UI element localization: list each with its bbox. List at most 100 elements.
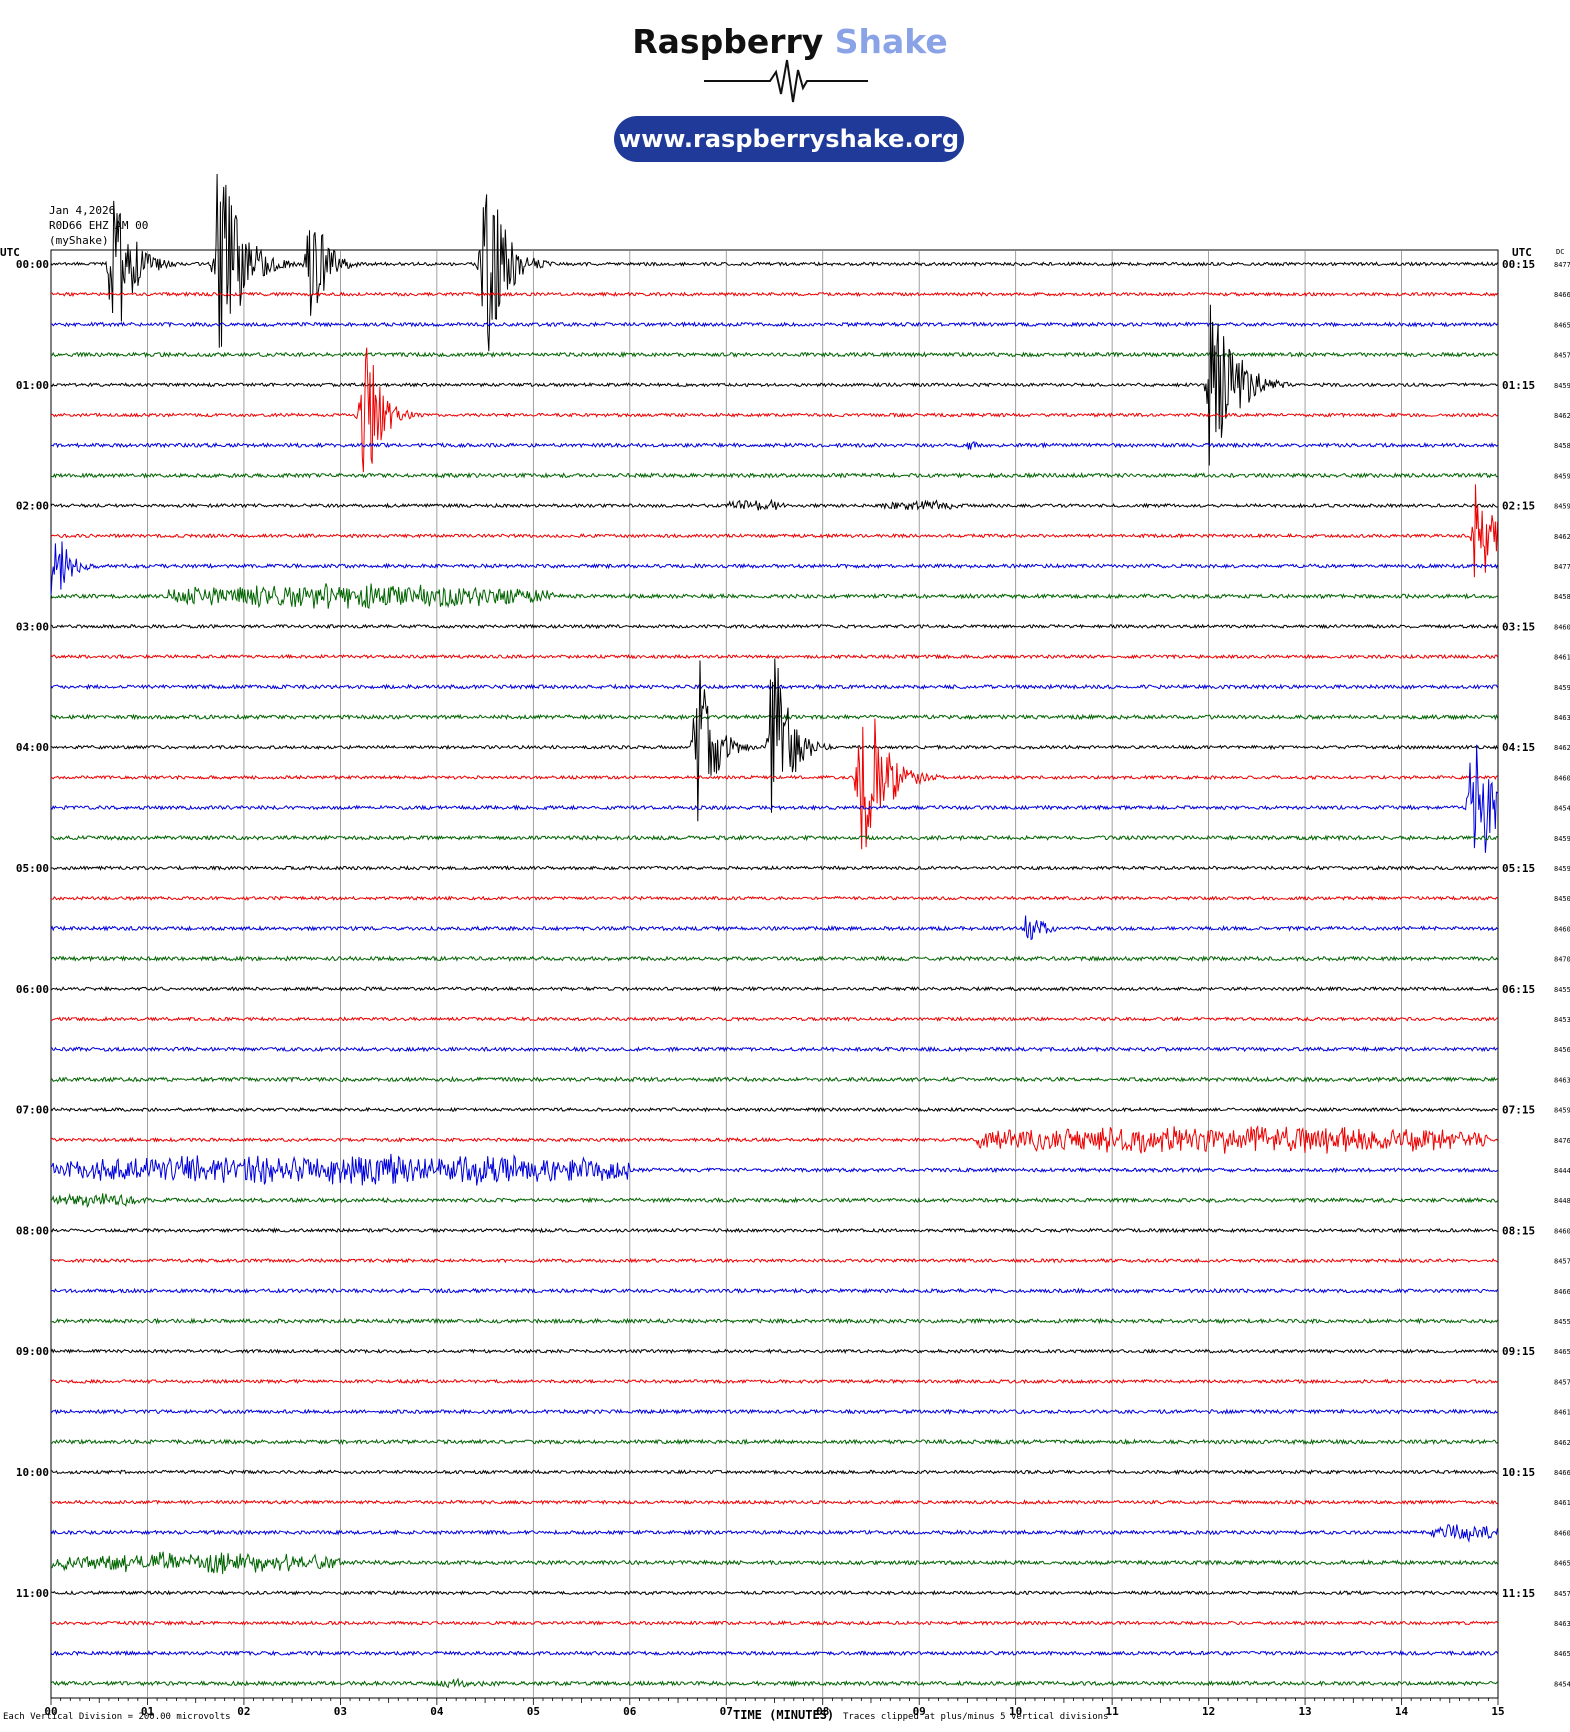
dc-offset-label: 8465: [1554, 1650, 1570, 1658]
right-axis-title: UTC: [1512, 246, 1532, 259]
dc-offset-label: 8461: [1554, 654, 1570, 662]
dc-offset-label: 8458: [1554, 442, 1570, 450]
seismic-trace-row: [50, 541, 1498, 597]
seismic-trace-row: [50, 1438, 1498, 1446]
left-hour-label: 04:00: [16, 741, 49, 754]
x-axis-title: TIME (MINUTES): [733, 1708, 835, 1722]
dc-offset-label: 8457: [1554, 352, 1570, 360]
seismic-trace-row: [50, 653, 1498, 660]
dc-offset-label: 8465: [1554, 1348, 1570, 1356]
logo-brand-name: Raspberry Shake: [600, 22, 980, 61]
dc-offset-label: 8444: [1554, 1167, 1570, 1175]
x-tick-label: 11: [1106, 1705, 1120, 1718]
seismic-trace-row: [50, 1106, 1498, 1113]
seismic-trace-row: [50, 1015, 1498, 1022]
axes-labels: 00 01 02 03 04 05 06 07 08 09 10 11 12 13 14 15 UTC UTC DC…: [0, 246, 1570, 1718]
website-link-badge[interactable]: www.raspberryshake.org: [614, 116, 964, 162]
clip-note: Traces clipped at plus/minus 5 vertical …: [843, 1712, 1109, 1722]
x-tick-label: 10: [1009, 1705, 1022, 1718]
dc-offset-label: 8457: [1554, 1378, 1570, 1386]
seismic-trace-row: [50, 350, 1498, 359]
left-hour-label: 02:00: [16, 500, 49, 513]
dc-offset-label: 8463: [1554, 1620, 1570, 1628]
right-hour-label: 08:15: [1502, 1224, 1535, 1237]
seismic-trace-row: [50, 1677, 1498, 1689]
dc-offset-label: 8459: [1554, 382, 1570, 390]
dc-offset-label: 8470: [1554, 956, 1570, 964]
seismic-trace-row: [50, 623, 1498, 630]
x-tick-label: 13: [1298, 1705, 1311, 1718]
x-tick-label: 04: [430, 1705, 444, 1718]
dc-offset-label: 8465: [1554, 1560, 1570, 1568]
station-code: R0D66 EHZ AM 00: [49, 219, 149, 232]
dc-column-title: DC: [1556, 248, 1564, 256]
x-tick-label: 14: [1395, 1705, 1409, 1718]
dc-offset-label: 8458: [1554, 593, 1570, 601]
station-header: Jan 4,2026 R0D66 EHZ AM 00 (myShake): [49, 203, 148, 248]
x-tick-label: 07: [720, 1705, 733, 1718]
seismic-trace-row: [50, 173, 1498, 352]
seismic-trace-row: [50, 1650, 1498, 1657]
dc-offset-label: 8465: [1554, 321, 1570, 329]
right-hour-label: 01:15: [1502, 379, 1535, 392]
dc-offset-label: 8457: [1554, 1258, 1570, 1266]
seismic-trace-row: [50, 1524, 1498, 1543]
seismic-trace-row: [50, 1408, 1498, 1416]
x-tick-label: 09: [913, 1705, 926, 1718]
seismic-trace-row: [51, 658, 1498, 822]
dc-offset-label: 8459: [1554, 472, 1570, 480]
dc-offset-label: 8462: [1554, 744, 1570, 752]
seismic-trace-row: [50, 471, 1498, 479]
seismic-trace-row: [50, 1317, 1498, 1325]
x-tick-label: 08: [816, 1705, 829, 1718]
seismic-trace-row: [50, 718, 1498, 850]
x-tick-label: 12: [1202, 1705, 1215, 1718]
dc-offset-label: 8476: [1554, 1137, 1570, 1145]
dc-offset-label: 8459: [1554, 835, 1570, 843]
left-hour-label: 07:00: [16, 1104, 49, 1117]
seismic-trace-row: [50, 985, 1498, 992]
dc-offset-label: 8454: [1554, 805, 1570, 813]
seismic-trace-row: [50, 1348, 1498, 1355]
left-hour-label: 00:00: [16, 258, 49, 271]
dc-offset-label: 8455: [1554, 1318, 1570, 1326]
x-tick-label: 03: [334, 1705, 347, 1718]
plot-grid: [50, 249, 1499, 1705]
vertical-scale-note: Each Vertical Division = 200.00 microvol…: [3, 1712, 231, 1722]
seismic-trace-row: [50, 498, 1498, 511]
seismic-trace-row: [50, 1153, 1498, 1186]
x-tick-label: 06: [623, 1705, 637, 1718]
plot-date: Jan 4,2026: [49, 204, 116, 217]
seismic-trace-row: [50, 484, 1498, 578]
right-hour-label: 06:15: [1502, 983, 1535, 996]
left-hour-label: 10:00: [16, 1466, 49, 1479]
right-hour-label: 05:15: [1502, 862, 1535, 875]
seismic-trace-row: [50, 864, 1498, 871]
seismic-trace-row: [50, 915, 1498, 941]
seismic-trace-row: [50, 1551, 1498, 1575]
right-hour-label: 09:15: [1502, 1345, 1535, 1358]
seismic-trace-row: [50, 834, 1498, 842]
right-hour-label: 03:15: [1502, 620, 1535, 633]
dc-offset-label: 8459: [1554, 684, 1570, 692]
dc-offset-label: 8454: [1554, 1680, 1570, 1688]
right-hour-label: 11:15: [1502, 1587, 1535, 1600]
seismic-trace-row: [50, 1287, 1498, 1294]
seismic-trace-row: [50, 955, 1498, 963]
dc-offset-label: 8477: [1554, 563, 1570, 571]
right-hour-label: 02:15: [1502, 500, 1535, 513]
dc-offset-label: 8457: [1554, 1590, 1570, 1598]
seismic-trace-row: [50, 895, 1498, 902]
logo-brand-left: Raspberry: [632, 22, 824, 61]
left-hour-label: 05:00: [16, 862, 49, 875]
dc-offset-label: 8462: [1554, 1439, 1570, 1447]
dc-offset-label: 8455: [1554, 986, 1570, 994]
seismic-trace-row: [50, 1046, 1498, 1053]
dc-offset-label: 8460: [1554, 1227, 1570, 1235]
seismic-trace-row: [51, 1589, 1498, 1596]
dc-offset-label: 8461: [1554, 1499, 1570, 1507]
plot-frame: [50, 249, 1499, 1699]
seismic-trace-row: [50, 1620, 1498, 1626]
seismic-trace-row: [50, 1469, 1498, 1475]
